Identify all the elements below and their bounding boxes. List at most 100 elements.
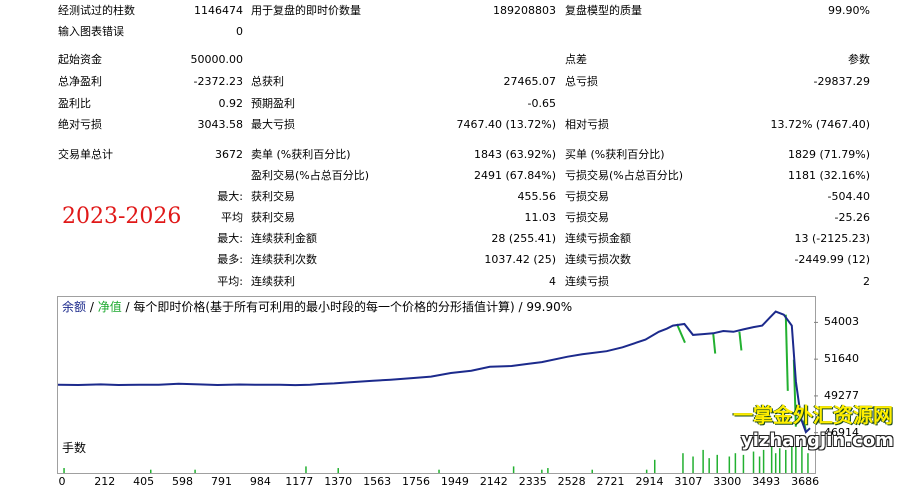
- stat-label: 预期盈利: [251, 97, 295, 110]
- legend-equity: 净值: [97, 300, 122, 314]
- legend-separator: /: [86, 300, 98, 314]
- volume-bar: [547, 468, 549, 473]
- chart-title: 余额 / 净值 / 每个即时价格(基于所有可利用的最小时段的每一个价格的分形插值…: [62, 299, 572, 315]
- volume-bar: [758, 456, 761, 473]
- stat-value: 99.90%: [828, 4, 870, 17]
- stat-label: 总获利: [251, 75, 284, 88]
- y-tick-label: 54003: [824, 315, 859, 329]
- stat-label: 连续获利: [251, 275, 295, 288]
- volume-bar: [807, 453, 809, 473]
- x-tick-label: 1563: [363, 475, 392, 488]
- stat-value: 2491 (67.84%): [473, 169, 556, 182]
- stat-value: 1829 (71.79%): [787, 148, 870, 161]
- watermark-title: 一掌金外汇资源网: [733, 403, 893, 427]
- stat-value: 189208803: [493, 4, 556, 17]
- volume-bar: [63, 468, 65, 473]
- stat-label: 连续获利次数: [251, 253, 317, 266]
- stat-label: 亏损交易: [565, 211, 609, 224]
- stat-value: 2: [863, 275, 870, 288]
- legend-balance: 余额: [62, 300, 87, 314]
- stat-label: 亏损交易: [565, 190, 609, 203]
- x-tick-label: 1370: [324, 475, 353, 488]
- volume-bar: [541, 469, 543, 473]
- volume-chart-frame: [57, 437, 816, 474]
- balance-chart-frame: [57, 296, 816, 438]
- x-tick-label: 0: [58, 475, 66, 488]
- stat-value: 28 (255.41): [491, 232, 556, 245]
- stat-label: 总净盈利: [58, 75, 102, 88]
- equity-drawdown-mark: [675, 323, 686, 344]
- stat-value: 13 (-2125.23): [794, 232, 870, 245]
- volume-label: 手数: [62, 441, 87, 455]
- x-tick-label: 598: [172, 475, 194, 488]
- stat-label: 亏损交易(%占总百分比): [565, 169, 684, 182]
- stat-prefix: 最大:: [217, 190, 243, 203]
- volume-bar: [682, 453, 684, 473]
- stat-label: 总亏损: [565, 75, 598, 88]
- stat-label: 获利交易: [251, 211, 295, 224]
- volume-bar: [728, 456, 731, 473]
- volume-bar: [742, 454, 745, 473]
- x-tick-label: 984: [249, 475, 271, 488]
- volume-bar: [149, 469, 152, 473]
- stat-label: 获利交易: [251, 190, 295, 203]
- stat-value: -2372.23: [193, 75, 243, 88]
- volume-bar: [305, 466, 307, 473]
- stat-label: 最大亏损: [251, 118, 295, 131]
- stat-value: 455.56: [517, 190, 557, 203]
- volume-bar: [194, 469, 196, 473]
- stat-value: 3043.58: [197, 118, 244, 131]
- stat-label: 输入图表错误: [58, 25, 124, 38]
- stat-label: 连续亏损次数: [565, 253, 631, 266]
- x-tick-label: 3686: [791, 475, 820, 488]
- stat-value: 0.92: [218, 97, 244, 110]
- volume-bar: [770, 444, 773, 473]
- stat-value: 4: [549, 275, 556, 288]
- stat-value: 1181 (32.16%): [787, 169, 870, 182]
- x-tick-label: 3300: [713, 475, 742, 488]
- volume-bar: [512, 466, 515, 473]
- stat-label: 连续获利金额: [251, 232, 317, 245]
- stat-label: 相对亏损: [565, 118, 609, 131]
- stat-value: 11.03: [524, 211, 557, 224]
- stat-label: 卖单 (%获利百分比): [251, 148, 351, 161]
- stat-label: 连续亏损金额: [565, 232, 631, 245]
- equity-drawdown-mark: [712, 333, 717, 354]
- x-tick-label: 2335: [518, 475, 547, 488]
- volume-bar: [734, 453, 737, 473]
- stat-prefix: 最大:: [217, 232, 243, 245]
- stat-value: 27465.07: [503, 75, 557, 88]
- stat-value: -25.26: [834, 211, 870, 224]
- chart-description: / 每个即时价格(基于所有可利用的最小时段的每一个价格的分形插值计算) / 99…: [121, 300, 573, 314]
- y-tick-label: 51640: [824, 352, 859, 366]
- x-tick-label: 791: [210, 475, 232, 488]
- x-tick-label: 3493: [752, 475, 781, 488]
- stat-value: 0: [236, 25, 243, 38]
- date-range-stamp: 2023-2026: [62, 204, 182, 229]
- x-tick-label: 2142: [479, 475, 508, 488]
- stat-value: 13.72% (7467.40): [770, 118, 870, 131]
- stat-label: 复盘模型的质量: [565, 4, 642, 17]
- volume-bar: [716, 454, 718, 473]
- volume-bar: [645, 469, 648, 473]
- stat-prefix: 平均: [221, 211, 243, 224]
- stat-label: 用于复盘的即时价数量: [251, 4, 361, 17]
- x-tick-label: 212: [94, 475, 116, 488]
- stat-label: 交易单总计: [58, 148, 113, 161]
- stat-label: 买单 (%获利百分比): [565, 148, 665, 161]
- x-tick-label: 2721: [596, 475, 625, 488]
- stat-label: 绝对亏损: [58, 118, 102, 131]
- stat-prefix: 平均:: [217, 275, 243, 288]
- x-tick-label: 405: [133, 475, 155, 488]
- stat-value: -0.65: [527, 97, 556, 110]
- volume-bar: [438, 469, 440, 473]
- volume-bar: [801, 446, 803, 473]
- stat-value: -504.40: [827, 190, 870, 203]
- x-tick-label: 1177: [285, 475, 314, 488]
- volume-bar: [785, 449, 787, 473]
- stat-value: 参数: [848, 53, 870, 66]
- x-tick-label: 2528: [557, 475, 586, 488]
- stat-value: -2449.99 (12): [794, 253, 870, 266]
- volume-bar: [708, 458, 710, 473]
- x-tick-label: 1949: [440, 475, 469, 488]
